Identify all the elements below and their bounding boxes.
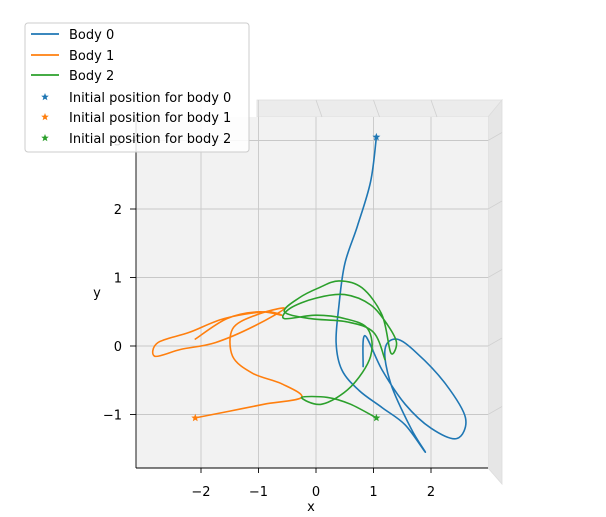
side-pane — [487, 98, 503, 486]
legend-star-body-1 — [41, 113, 49, 121]
series-line-body-2 — [281, 280, 398, 419]
y-gridline-side — [487, 406, 503, 415]
initial-position-marker-body-0 — [372, 132, 381, 141]
y-tick-label: 0 — [114, 340, 122, 355]
legend-star-body-0 — [41, 93, 49, 101]
back-pane — [256, 99, 503, 118]
legend-label-body-2: Body 2 — [69, 69, 114, 84]
legend-label-initial-position-body-1: Initial position for body 1 — [69, 111, 231, 126]
legend-label-body-1: Body 1 — [69, 49, 114, 64]
x-tick-label: −2 — [191, 485, 210, 500]
initial-position-marker-body-1 — [191, 413, 200, 422]
x-gridline-back — [315, 99, 323, 118]
legend-label-initial-position-body-0: Initial position for body 0 — [69, 91, 231, 106]
y-gridline-side — [487, 269, 503, 278]
series-line-body-0 — [335, 136, 467, 454]
initial-position-marker-body-2 — [372, 413, 381, 422]
x-tick-label: −1 — [249, 485, 268, 500]
plot-area — [136, 117, 488, 468]
x-axis-label: x — [307, 500, 315, 515]
y-tick-label: 1 — [114, 272, 122, 287]
y-tick-label: 2 — [114, 203, 122, 218]
initial-position-markers — [191, 132, 381, 422]
x-tick-label: 2 — [427, 485, 435, 500]
series-lines — [151, 136, 467, 454]
legend-box — [24, 22, 250, 153]
x-gridline-back — [430, 99, 438, 118]
legend: Body 0 Body 1 Body 2 Initial position for b… — [24, 22, 250, 153]
y-gridline-side — [487, 132, 503, 141]
legend-star-body-2 — [41, 134, 49, 142]
y-axis-label: y — [93, 286, 101, 301]
x-gridline-back — [373, 99, 380, 118]
y-tick-label: −1 — [103, 409, 122, 424]
y-gridline-side — [487, 200, 503, 210]
x-tick-label: 0 — [312, 485, 320, 500]
x-tick-label: 1 — [369, 485, 377, 500]
legend-label-initial-position-body-2: Initial position for body 2 — [69, 132, 231, 147]
series-line-body-1 — [151, 307, 303, 419]
legend-label-body-0: Body 0 — [69, 28, 114, 43]
y-gridline-side — [487, 337, 503, 347]
